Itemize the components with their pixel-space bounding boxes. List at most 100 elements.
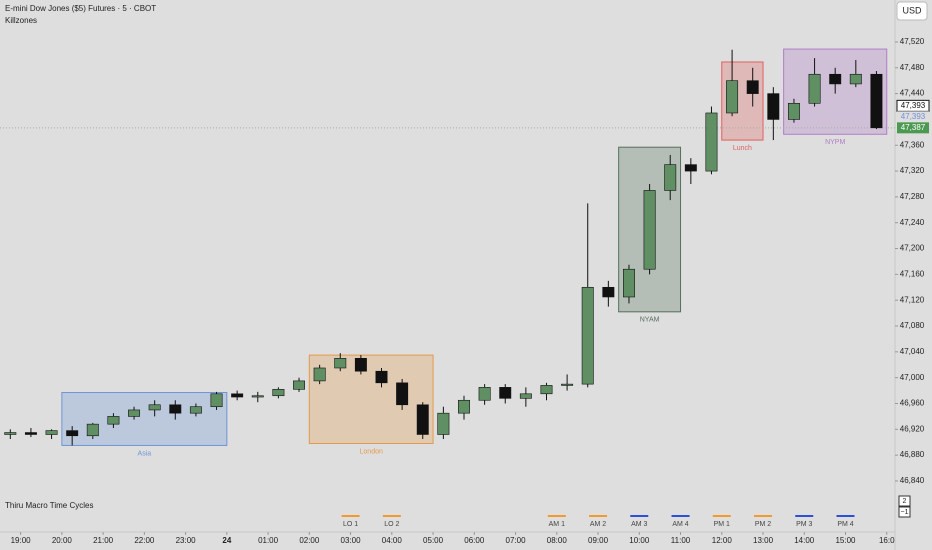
x-tick-label: 16:0 bbox=[879, 536, 895, 545]
currency-button[interactable] bbox=[896, 1, 928, 21]
y-tick-label: 47,160 bbox=[900, 269, 925, 278]
y-tick-label: 47,120 bbox=[900, 295, 925, 304]
candle-body bbox=[210, 393, 223, 408]
price-label: 47,387 bbox=[901, 123, 926, 132]
x-tick-label: 06:00 bbox=[464, 536, 485, 545]
macro-label: PM 3 bbox=[796, 521, 812, 528]
killzone-label: Lunch bbox=[733, 145, 752, 152]
x-tick-label: 02:00 bbox=[299, 536, 320, 545]
candle-body bbox=[375, 370, 388, 384]
x-tick-label: 15:00 bbox=[835, 536, 856, 545]
macro-label: AM 1 bbox=[549, 521, 565, 528]
killzone-box bbox=[61, 392, 228, 446]
x-tick-label: 07:00 bbox=[506, 536, 527, 545]
y-tick-label: 46,880 bbox=[900, 450, 925, 459]
candle-body bbox=[478, 387, 491, 401]
candle-body bbox=[870, 73, 883, 129]
candle-body bbox=[519, 393, 532, 399]
candle-body bbox=[107, 416, 120, 425]
macro-label: PM 2 bbox=[755, 521, 771, 528]
scale-button-label[interactable]: 2 bbox=[903, 498, 907, 505]
x-tick-label: 23:00 bbox=[176, 536, 197, 545]
candle-body bbox=[458, 399, 470, 414]
killzone-label: NYPM bbox=[825, 139, 845, 146]
candle-body bbox=[251, 395, 264, 398]
x-tick-label: 09:00 bbox=[588, 536, 609, 545]
y-tick-label: 47,000 bbox=[900, 373, 925, 382]
y-tick-label: 47,480 bbox=[900, 63, 925, 72]
currency-label[interactable]: USD bbox=[902, 5, 922, 15]
macro-title: Thiru Macro Time Cycles bbox=[5, 501, 93, 510]
macro-label: PM 1 bbox=[714, 521, 730, 528]
macro-label: AM 4 bbox=[672, 521, 688, 528]
price-label: 47,393 bbox=[901, 101, 926, 110]
candle-body bbox=[189, 406, 202, 414]
candle-body bbox=[561, 383, 574, 386]
y-tick-label: 46,960 bbox=[900, 399, 925, 408]
x-tick-label: 21:00 bbox=[93, 536, 114, 545]
x-tick-label: 20:00 bbox=[52, 536, 73, 545]
candle-body bbox=[787, 102, 800, 120]
macro-label: LO 2 bbox=[384, 521, 399, 528]
scale-button[interactable] bbox=[898, 495, 911, 507]
candle-body bbox=[334, 358, 347, 369]
x-tick-label: 10:00 bbox=[629, 536, 650, 545]
x-tick-label: 03:00 bbox=[341, 536, 362, 545]
candle-body bbox=[540, 385, 553, 395]
y-tick-label: 47,320 bbox=[900, 166, 925, 175]
candle-body bbox=[24, 432, 37, 435]
x-tick-label: 08:00 bbox=[547, 536, 568, 545]
scale-button[interactable] bbox=[898, 506, 911, 518]
y-tick-label: 47,280 bbox=[900, 192, 925, 201]
candle-body bbox=[767, 93, 780, 120]
candle-body bbox=[293, 380, 305, 390]
price-label: 47,393 bbox=[901, 112, 926, 121]
candle-body bbox=[829, 73, 842, 85]
candle-body bbox=[581, 286, 594, 385]
candle-body bbox=[602, 286, 615, 298]
chart-subtitle: Killzones bbox=[5, 16, 37, 25]
candle-body bbox=[86, 423, 99, 437]
x-tick-label: 05:00 bbox=[423, 536, 444, 545]
x-tick-label: 19:00 bbox=[11, 536, 32, 545]
y-tick-label: 47,040 bbox=[900, 347, 925, 356]
candle-body bbox=[4, 432, 17, 435]
y-tick-label: 47,240 bbox=[900, 218, 925, 227]
macro-label: AM 2 bbox=[590, 521, 606, 528]
candle-body bbox=[148, 404, 161, 411]
macro-label: LO 1 bbox=[343, 521, 358, 528]
candle-body bbox=[396, 382, 409, 406]
scale-button-label[interactable]: −1 bbox=[901, 509, 909, 516]
candle-body bbox=[623, 268, 635, 298]
x-tick-label: 13:00 bbox=[753, 536, 774, 545]
candle-body bbox=[416, 404, 429, 435]
killzone-box bbox=[308, 354, 434, 445]
x-tick-label: 12:00 bbox=[712, 536, 733, 545]
x-tick-label: 24 bbox=[222, 536, 231, 545]
y-tick-label: 47,360 bbox=[900, 140, 925, 149]
candle-body bbox=[169, 404, 182, 414]
candle-body bbox=[45, 430, 58, 435]
candle-body bbox=[128, 409, 141, 417]
candle-body bbox=[313, 367, 326, 382]
candle-body bbox=[664, 164, 677, 191]
y-tick-label: 47,200 bbox=[900, 244, 925, 253]
x-tick-label: 11:00 bbox=[671, 536, 691, 545]
candle-body bbox=[726, 80, 739, 114]
y-tick-label: 47,520 bbox=[900, 37, 925, 46]
candle-body bbox=[849, 73, 862, 85]
y-tick-label: 46,920 bbox=[900, 424, 925, 433]
x-tick-label: 14:00 bbox=[794, 536, 815, 545]
x-tick-label: 04:00 bbox=[382, 536, 403, 545]
killzone-label: London bbox=[360, 448, 383, 455]
y-tick-label: 47,440 bbox=[900, 89, 925, 98]
killzone-label: Asia bbox=[138, 450, 152, 457]
candle-body bbox=[684, 164, 697, 172]
candle-body bbox=[231, 393, 244, 398]
candle-body bbox=[746, 80, 759, 94]
candle-body bbox=[437, 412, 450, 435]
macro-label: PM 4 bbox=[837, 521, 853, 528]
candle-body bbox=[808, 73, 821, 104]
